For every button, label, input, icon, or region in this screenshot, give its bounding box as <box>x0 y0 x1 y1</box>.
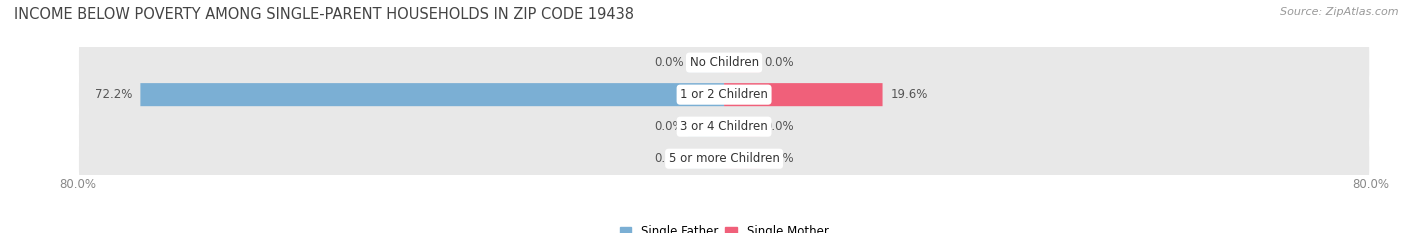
Text: No Children: No Children <box>689 56 759 69</box>
FancyBboxPatch shape <box>79 74 1369 116</box>
Text: 72.2%: 72.2% <box>96 88 132 101</box>
FancyBboxPatch shape <box>79 106 1369 148</box>
FancyBboxPatch shape <box>688 117 724 136</box>
FancyBboxPatch shape <box>724 83 883 106</box>
Text: 5 or more Children: 5 or more Children <box>669 152 779 165</box>
Text: INCOME BELOW POVERTY AMONG SINGLE-PARENT HOUSEHOLDS IN ZIP CODE 19438: INCOME BELOW POVERTY AMONG SINGLE-PARENT… <box>14 7 634 22</box>
Text: 0.0%: 0.0% <box>765 56 794 69</box>
FancyBboxPatch shape <box>724 149 761 168</box>
FancyBboxPatch shape <box>79 41 1369 84</box>
Text: 0.0%: 0.0% <box>654 152 683 165</box>
FancyBboxPatch shape <box>688 53 724 72</box>
FancyBboxPatch shape <box>141 83 724 106</box>
Text: 1 or 2 Children: 1 or 2 Children <box>681 88 768 101</box>
Legend: Single Father, Single Mother: Single Father, Single Mother <box>614 221 834 233</box>
FancyBboxPatch shape <box>79 137 1369 180</box>
Text: Source: ZipAtlas.com: Source: ZipAtlas.com <box>1281 7 1399 17</box>
FancyBboxPatch shape <box>724 117 761 136</box>
Text: 3 or 4 Children: 3 or 4 Children <box>681 120 768 133</box>
FancyBboxPatch shape <box>688 149 724 168</box>
Text: 0.0%: 0.0% <box>654 56 683 69</box>
Text: 0.0%: 0.0% <box>765 152 794 165</box>
Text: 0.0%: 0.0% <box>765 120 794 133</box>
Text: 19.6%: 19.6% <box>890 88 928 101</box>
Text: 0.0%: 0.0% <box>654 120 683 133</box>
FancyBboxPatch shape <box>724 53 761 72</box>
